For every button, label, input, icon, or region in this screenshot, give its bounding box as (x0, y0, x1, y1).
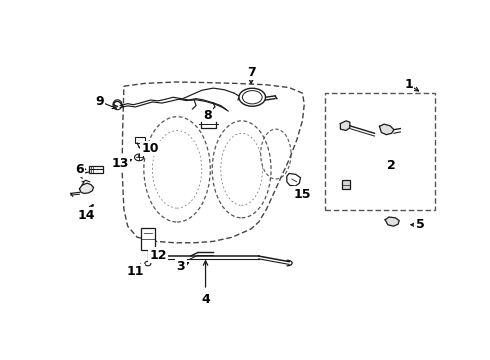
Text: 11: 11 (126, 265, 144, 278)
Polygon shape (79, 183, 94, 193)
Text: 13: 13 (111, 157, 129, 170)
Polygon shape (341, 121, 350, 131)
Text: 4: 4 (201, 293, 210, 306)
Text: 3: 3 (176, 260, 185, 273)
Text: 8: 8 (203, 109, 212, 122)
Text: 9: 9 (95, 95, 103, 108)
Text: 6: 6 (75, 163, 84, 176)
Ellipse shape (239, 88, 266, 106)
Text: 12: 12 (149, 249, 167, 262)
Circle shape (145, 261, 151, 266)
Bar (141, 228, 155, 250)
Polygon shape (385, 217, 399, 226)
Bar (325, 93, 435, 210)
Text: 14: 14 (77, 208, 95, 221)
Text: 2: 2 (387, 159, 396, 172)
Text: 10: 10 (142, 142, 159, 155)
Text: 7: 7 (247, 66, 255, 79)
Bar (135, 137, 145, 143)
Text: 5: 5 (416, 218, 424, 231)
Polygon shape (379, 124, 394, 135)
Bar (89, 166, 103, 174)
Ellipse shape (243, 91, 262, 104)
Text: 1: 1 (404, 78, 413, 91)
Circle shape (135, 154, 144, 161)
Text: 15: 15 (294, 188, 311, 201)
Bar (342, 180, 350, 189)
